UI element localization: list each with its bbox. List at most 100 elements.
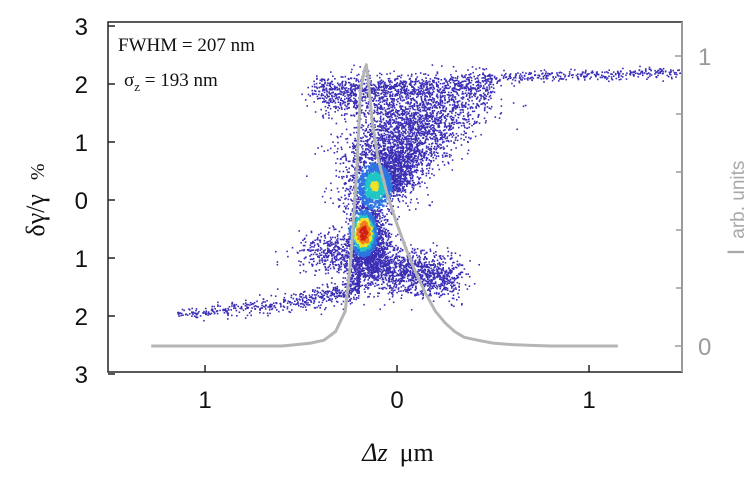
scatter-point [407,102,410,104]
scatter-point [483,77,485,79]
scatter-point [362,111,364,114]
scatter-point [437,122,439,125]
scatter-point [383,127,385,129]
scatter-point [388,210,390,212]
scatter-point [368,277,371,279]
scatter-point [395,122,397,125]
scatter-point [354,158,357,161]
scatter-point [385,120,388,122]
scatter-point [409,132,411,135]
scatter-point [370,240,374,243]
scatter-point [397,123,400,126]
scatter-point [359,153,362,155]
scatter-point [431,133,433,135]
scatter-point [522,105,525,108]
scatter-point [365,228,368,231]
scatter-point [418,153,421,155]
scatter-point [351,210,354,212]
scatter-point [370,227,373,230]
scatter-point [390,223,393,226]
scatter-point [388,131,390,134]
scatter-point [374,278,377,281]
scatter-point [415,152,417,154]
scatter-point [431,143,433,145]
scatter-point [440,112,442,114]
scatter-point [350,114,352,117]
scatter-point [437,144,439,147]
scatter-point [440,144,442,146]
scatter-point [449,116,451,118]
scatter-point [360,140,362,142]
scatter-point [417,145,420,147]
scatter-point [456,104,459,107]
scatter-point [408,157,410,160]
scatter-point [365,143,368,145]
scatter-point [393,140,395,143]
scatter-point [401,137,404,139]
scatter-point [422,103,425,105]
scatter-point [416,104,418,107]
scatter-point [406,108,409,111]
scatter-point [404,161,406,164]
scatter-point [379,197,382,200]
scatter-point [367,211,370,214]
scatter-point [361,152,363,154]
scatter-point [428,93,430,96]
scatter-point [437,102,440,104]
scatter-point [393,83,396,86]
scatter-point [374,242,377,245]
scatter-point [349,94,352,96]
scatter-point [393,174,395,177]
scatter-point [400,140,403,142]
scatter-point [400,108,402,110]
scatter-point [356,105,359,107]
scatter-point [440,118,443,121]
scatter-point [377,221,379,223]
scatter-point [417,156,419,158]
scatter-point [364,142,366,145]
scatter-point [410,137,412,140]
scatter-point [440,122,443,124]
scatter-point [383,137,386,140]
scatter-point [389,165,392,167]
scatter-point [403,164,405,167]
scatter-point [387,149,390,152]
scatter-point [414,122,416,124]
scatter-point [462,115,465,117]
scatter-point [327,111,330,114]
scatter-point [436,147,438,149]
scatter-point [445,118,448,121]
scatter-point [425,118,428,120]
scatter-point [432,112,434,115]
scatter-point [482,73,484,76]
scatter-point [430,160,433,162]
scatter-point [432,98,435,100]
scatter-point [453,105,456,108]
scatter-point [410,143,412,146]
scatter-point [356,179,359,181]
scatter-point [391,175,394,178]
scatter-point [347,104,349,106]
scatter-point [391,149,393,151]
scatter-point [384,114,387,116]
scatter-point [450,125,453,127]
scatter-point [455,108,457,110]
scatter-point [410,125,412,127]
scatter-point [393,165,395,168]
scatter-point [462,122,464,124]
scatter-point [379,215,381,217]
scatter-point [486,89,489,92]
scatter-point [430,161,432,163]
scatter-point [385,253,388,256]
scatter-point [369,293,371,295]
scatter-point [370,200,373,203]
scatter-point [383,149,385,152]
scatter-point [419,104,422,106]
scatter-point [431,115,433,117]
scatter-point [394,135,396,138]
scatter-point [471,118,474,120]
scatter-point [446,101,449,104]
scatter-point [426,82,428,84]
scatter-point [392,102,394,104]
scatter-point [376,215,379,217]
